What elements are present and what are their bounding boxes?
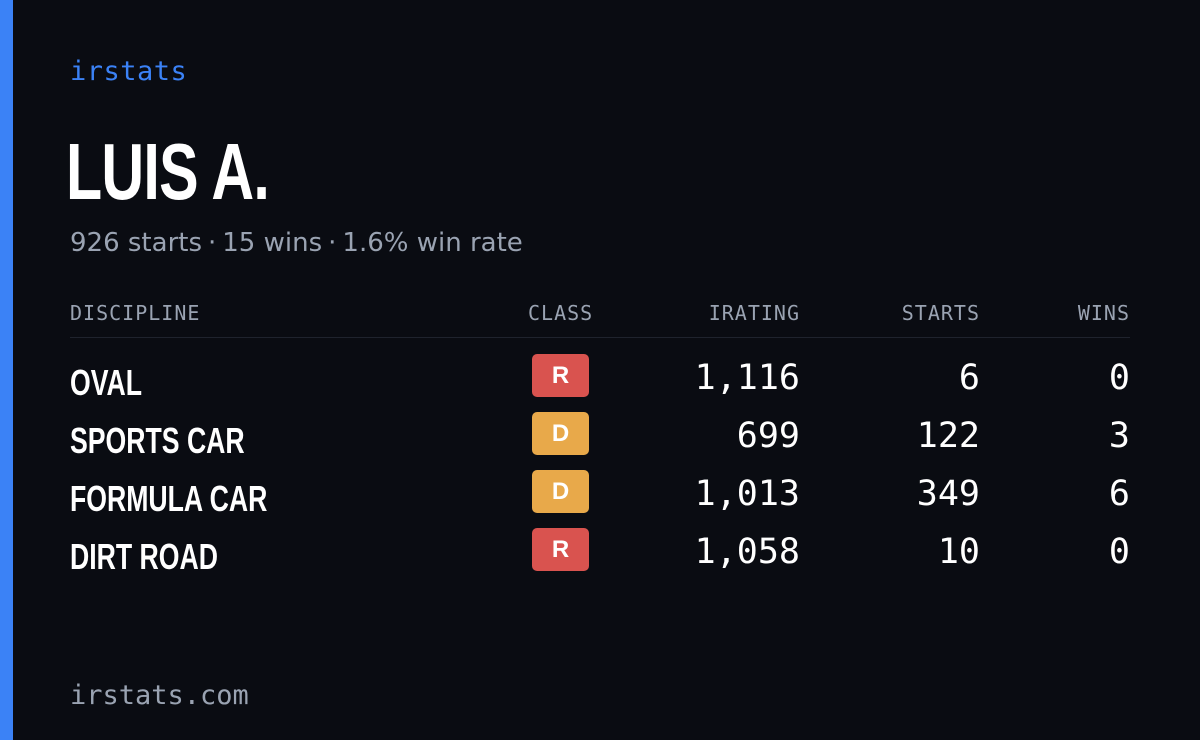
wins-count: 15 wins [222, 228, 323, 258]
header-irating: IRATING [708, 301, 800, 325]
table-header: DISCIPLINE CLASS IRATING STARTS WINS [70, 298, 1130, 338]
header-starts: STARTS [901, 301, 980, 325]
wins-value: 3 [1108, 416, 1130, 456]
class-badge: D [532, 412, 589, 455]
starts-value: 10 [937, 532, 980, 572]
header-class: CLASS [528, 301, 594, 325]
footer-url[interactable]: irstats.com [70, 680, 249, 711]
irating-value: 1,058 [694, 532, 800, 572]
irating-value: 1,013 [694, 474, 800, 514]
class-badge: R [532, 354, 589, 397]
stats-table: DISCIPLINE CLASS IRATING STARTS WINS OVA… [70, 298, 1130, 586]
header-discipline: DISCIPLINE [70, 301, 201, 325]
irating-value: 699 [736, 416, 800, 456]
header-wins: WINS [1077, 301, 1130, 325]
driver-name: LUIS A. [66, 127, 270, 216]
starts-value: 122 [916, 416, 980, 456]
discipline-name: OVAL [70, 362, 143, 403]
table-row: FORMULA CAR D 1,013 349 6 [70, 470, 1130, 528]
table-body: OVAL R 1,116 6 0 SPORTS CAR D 699 122 3 … [70, 354, 1130, 586]
win-rate: 1.6% win rate [342, 228, 523, 258]
summary-separator: · [208, 228, 217, 258]
driver-summary: 926 starts · 15 wins · 1.6% win rate [70, 228, 523, 258]
table-row: SPORTS CAR D 699 122 3 [70, 412, 1130, 470]
table-row: DIRT ROAD R 1,058 10 0 [70, 528, 1130, 586]
discipline-name: SPORTS CAR [70, 420, 245, 461]
summary-separator: · [328, 228, 337, 258]
discipline-name: FORMULA CAR [70, 478, 268, 519]
wins-value: 6 [1108, 474, 1130, 514]
starts-value: 349 [916, 474, 980, 514]
class-badge: D [532, 470, 589, 513]
wins-value: 0 [1108, 358, 1130, 398]
irating-value: 1,116 [694, 358, 800, 398]
wins-value: 0 [1108, 532, 1130, 572]
starts-count: 926 starts [70, 228, 202, 258]
brand-logo[interactable]: irstats [70, 56, 188, 87]
accent-bar [0, 0, 13, 740]
table-row: OVAL R 1,116 6 0 [70, 354, 1130, 412]
discipline-name: DIRT ROAD [70, 536, 218, 577]
starts-value: 6 [958, 358, 980, 398]
class-badge: R [532, 528, 589, 571]
